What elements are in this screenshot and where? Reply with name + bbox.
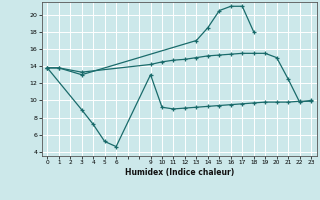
X-axis label: Humidex (Indice chaleur): Humidex (Indice chaleur) [124,168,234,177]
